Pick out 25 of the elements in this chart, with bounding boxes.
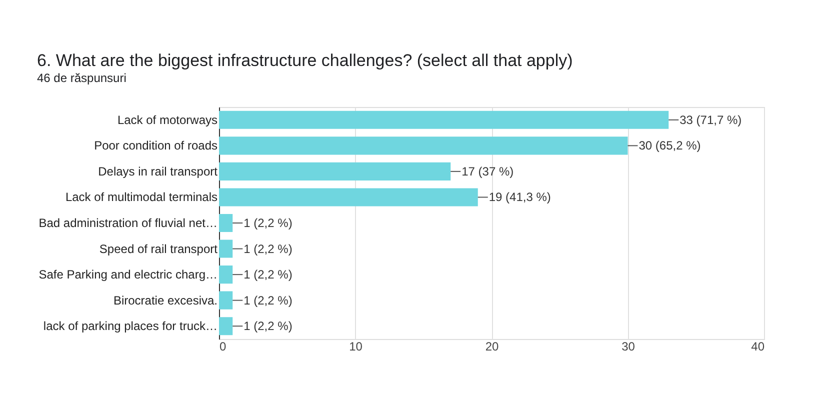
y-tick-label: Lack of multimodal terminals <box>65 190 218 204</box>
x-tick-label: 0 <box>220 340 226 354</box>
text: 46 de răspunsuri <box>37 71 126 85</box>
x-tick-label: 30 <box>622 340 636 354</box>
y-tick-label: Safe Parking and electric charg… <box>38 268 218 282</box>
y-tick-label: Lack of motorways <box>117 112 218 127</box>
y-tick-label: Bad administration of fluvial net… <box>38 216 218 230</box>
data-label: 1 (2,2 %) <box>244 319 292 334</box>
y-tick-label: Speed of rail transport <box>99 242 218 256</box>
data-label: 30 (65,2 %) <box>638 138 701 153</box>
data-label: 17 (37 %) <box>462 164 514 178</box>
data-label: 1 (2,2 %) <box>244 268 292 282</box>
y-tick-label: Poor condition of roads <box>94 138 218 153</box>
x-tick-label: 20 <box>485 340 499 354</box>
y-tick-label: Birocratie excesiva. <box>113 293 218 308</box>
data-label: 1 (2,2 %) <box>244 293 292 308</box>
data-label: 1 (2,2 %) <box>244 216 292 230</box>
x-tick-label: 40 <box>751 340 765 354</box>
x-tick-label: 10 <box>349 340 363 354</box>
data-label: 33 (71,7 %) <box>680 112 742 127</box>
data-label: 19 (41,3 %) <box>488 190 551 204</box>
y-tick-label: Delays in rail transport <box>98 164 218 178</box>
chart-title: 6. What are the biggest infrastructure challenges? (select all that apply) <box>37 51 573 70</box>
y-tick-label: lack of parking places for truck… <box>43 319 218 334</box>
data-label: 1 (2,2 %) <box>244 242 292 256</box>
